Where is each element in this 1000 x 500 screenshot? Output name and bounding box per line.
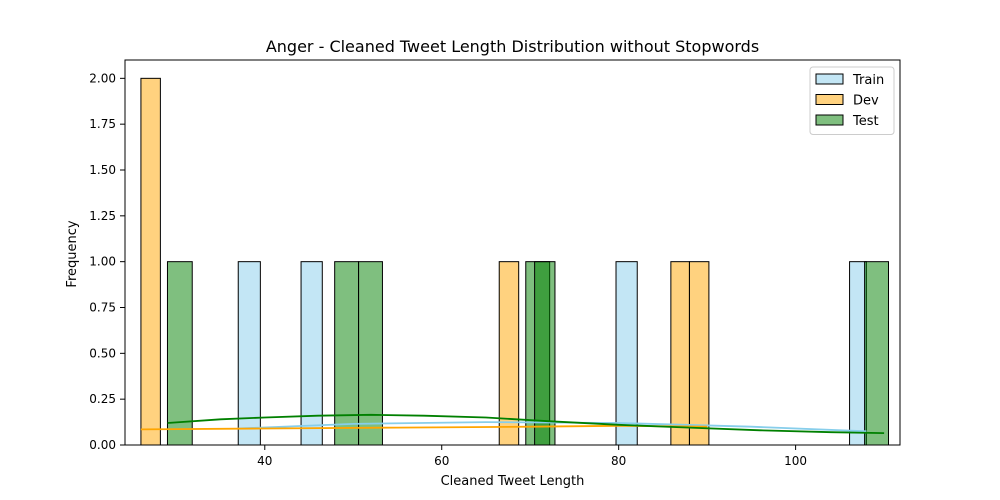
- x-axis-label: Cleaned Tweet Length: [441, 474, 585, 489]
- y-tick-label: 0.50: [89, 346, 116, 360]
- bar-test-2: [358, 261, 383, 446]
- bar-test-4: [534, 261, 556, 446]
- legend-label-train: Train: [852, 73, 884, 88]
- axes-layer: 40 60 80 100 0.00 0.25 0.50 0.75 1.00 1.25 1.50 1.7…: [89, 59, 901, 468]
- bar-train-3: [849, 261, 867, 446]
- y-tick-label: 1.25: [89, 209, 116, 223]
- bar-train-2: [615, 261, 638, 446]
- legend-label-dev: Dev: [853, 94, 879, 109]
- x-tick-label: 100: [784, 454, 807, 468]
- y-tick-label: 1.50: [89, 163, 116, 177]
- bar-dev-3: [688, 261, 710, 446]
- bar-train-1: [300, 261, 323, 446]
- y-tick-label: 1.00: [89, 255, 116, 269]
- legend-swatch-dev: [815, 94, 844, 105]
- y-axis-label: Frequency: [65, 220, 80, 287]
- kde-line-test: [167, 413, 885, 434]
- y-tick-label: 2.00: [89, 71, 116, 85]
- y-tick-label: 0.25: [89, 392, 116, 406]
- legend-swatch-test: [815, 114, 844, 126]
- chart-title: Anger - Cleaned Tweet Length Distributio…: [266, 37, 759, 56]
- legend: Train Dev Test: [809, 66, 895, 135]
- plot-frame: [124, 59, 901, 446]
- bar-dev-1: [498, 261, 520, 446]
- y-tick-label: 1.75: [89, 117, 116, 131]
- x-tick-label: 60: [434, 454, 449, 468]
- y-tick-label: 0.00: [89, 438, 116, 452]
- kde-line-train: [238, 421, 867, 433]
- kde-layer: [140, 413, 885, 434]
- y-tick-label: 0.75: [89, 301, 116, 315]
- bar-dev-2: [670, 261, 690, 446]
- bar-test-1: [334, 261, 360, 446]
- bar-test-0: [166, 261, 193, 446]
- bar-test-5: [864, 261, 889, 446]
- legend-swatch-train: [815, 73, 844, 85]
- legend-label-test: Test: [852, 114, 879, 129]
- x-tick-label: 80: [611, 454, 626, 468]
- bar-dev-0: [140, 77, 161, 446]
- x-tick-label: 40: [257, 454, 272, 468]
- bars-layer: [140, 77, 889, 446]
